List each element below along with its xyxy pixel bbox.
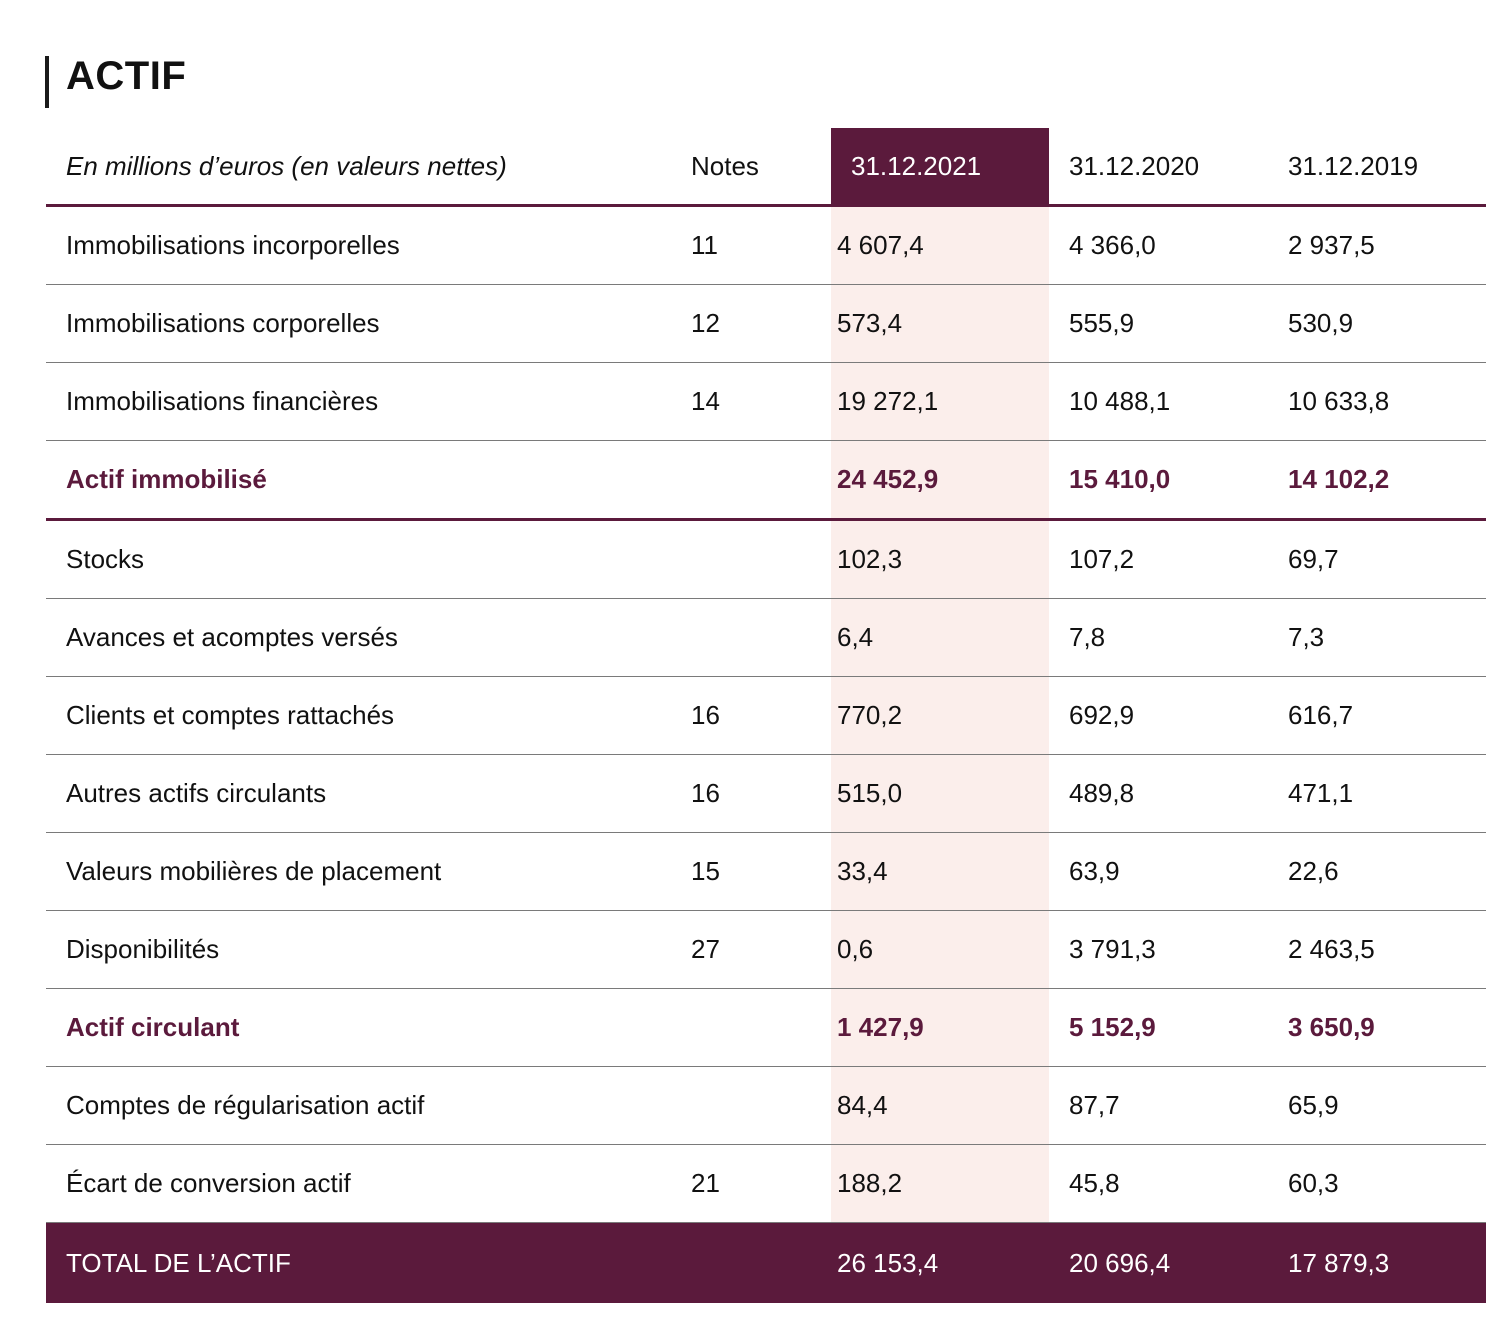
- table-row: Comptes de régularisation actif 84,4 87,…: [46, 1066, 1486, 1145]
- row-label: Écart de conversion actif: [46, 1144, 691, 1223]
- row-value-2020: 87,7: [1049, 1066, 1268, 1145]
- row-value-2020: 10 488,1: [1049, 362, 1268, 441]
- row-notes: [691, 598, 831, 677]
- table-row: Écart de conversion actif 21 188,2 45,8 …: [46, 1144, 1486, 1223]
- table-row: Autres actifs circulants 16 515,0 489,8 …: [46, 754, 1486, 833]
- row-value-2019: 60,3: [1268, 1144, 1486, 1223]
- row-value-2021: 573,4: [831, 284, 1049, 363]
- row-value-2019: 530,9: [1268, 284, 1486, 363]
- row-notes: 21: [691, 1144, 831, 1223]
- row-value-2021: 770,2: [831, 676, 1049, 755]
- header-unit-label: En millions d’euros (en valeurs nettes): [46, 128, 691, 207]
- row-value-2020: 7,8: [1049, 598, 1268, 677]
- row-label: Valeurs mobilières de placement: [46, 832, 691, 911]
- row-notes: 16: [691, 676, 831, 755]
- row-value-2020: 45,8: [1049, 1144, 1268, 1223]
- row-value-2020: 489,8: [1049, 754, 1268, 833]
- row-value-2019: 7,3: [1268, 598, 1486, 677]
- row-label: Autres actifs circulants: [46, 754, 691, 833]
- row-value-2021: 4 607,4: [831, 205, 1049, 285]
- row-label: Comptes de régularisation actif: [46, 1066, 691, 1145]
- row-label: Stocks: [46, 519, 691, 599]
- table-row: Immobilisations corporelles 12 573,4 555…: [46, 284, 1486, 363]
- row-label: Actif circulant: [46, 988, 691, 1067]
- row-value-2021: 19 272,1: [831, 362, 1049, 441]
- row-value-2020: 15 410,0: [1049, 440, 1268, 521]
- row-value-2019: 616,7: [1268, 676, 1486, 755]
- row-label: Immobilisations incorporelles: [46, 205, 691, 285]
- row-label: Avances et acomptes versés: [46, 598, 691, 677]
- page-title: ACTIF: [66, 54, 187, 98]
- row-value-2020: 107,2: [1049, 519, 1268, 599]
- row-value-2021: 6,4: [831, 598, 1049, 677]
- row-value-2021: 515,0: [831, 754, 1049, 833]
- row-label: Immobilisations corporelles: [46, 284, 691, 363]
- row-value-2019: 10 633,8: [1268, 362, 1486, 441]
- table-row: Disponibilités 27 0,6 3 791,3 2 463,5: [46, 910, 1486, 989]
- header-year-2020: 31.12.2020: [1049, 128, 1268, 207]
- title-accent-bar: [45, 56, 49, 108]
- row-value-2021: 1 427,9: [831, 988, 1049, 1067]
- total-row: TOTAL DE L’ACTIF 26 153,4 20 696,4 17 87…: [46, 1222, 1486, 1303]
- row-value-2019: 65,9: [1268, 1066, 1486, 1145]
- table-row: Immobilisations incorporelles 11 4 607,4…: [46, 205, 1486, 285]
- row-value-2019: 22,6: [1268, 832, 1486, 911]
- row-value-2021: 33,4: [831, 832, 1049, 911]
- row-notes: 27: [691, 910, 831, 989]
- row-value-2021: 0,6: [831, 910, 1049, 989]
- row-label: Actif immobilisé: [46, 440, 691, 521]
- row-label: Disponibilités: [46, 910, 691, 989]
- row-value-2019: 2 937,5: [1268, 205, 1486, 285]
- row-notes: [691, 440, 831, 521]
- row-label: Clients et comptes rattachés: [46, 676, 691, 755]
- row-label: TOTAL DE L’ACTIF: [46, 1222, 691, 1303]
- header-year-2019: 31.12.2019: [1268, 128, 1486, 207]
- row-value-2020: 4 366,0: [1049, 205, 1268, 285]
- table-row: Avances et acomptes versés 6,4 7,8 7,3: [46, 598, 1486, 677]
- subtotal-row: Actif immobilisé 24 452,9 15 410,0 14 10…: [46, 440, 1486, 521]
- row-notes: 16: [691, 754, 831, 833]
- row-notes: 15: [691, 832, 831, 911]
- row-value-2020: 3 791,3: [1049, 910, 1268, 989]
- subtotal-row: Actif circulant 1 427,9 5 152,9 3 650,9: [46, 988, 1486, 1067]
- row-value-2019: 2 463,5: [1268, 910, 1486, 989]
- row-value-2021: 24 452,9: [831, 440, 1049, 521]
- row-value-2021: 26 153,4: [831, 1222, 1049, 1303]
- row-notes: [691, 1066, 831, 1145]
- table-row: Valeurs mobilières de placement 15 33,4 …: [46, 832, 1486, 911]
- row-value-2019: 3 650,9: [1268, 988, 1486, 1067]
- balance-sheet-table: En millions d’euros (en valeurs nettes) …: [46, 128, 1486, 1303]
- row-value-2019: 471,1: [1268, 754, 1486, 833]
- row-label: Immobilisations financières: [46, 362, 691, 441]
- row-notes: [691, 519, 831, 599]
- header-year-2021: 31.12.2021: [831, 128, 1049, 207]
- table-row: Immobilisations financières 14 19 272,1 …: [46, 362, 1486, 441]
- row-notes: [691, 1222, 831, 1303]
- row-value-2020: 555,9: [1049, 284, 1268, 363]
- row-value-2019: 69,7: [1268, 519, 1486, 599]
- table-row: Stocks 102,3 107,2 69,7: [46, 519, 1486, 599]
- table-row: Clients et comptes rattachés 16 770,2 69…: [46, 676, 1486, 755]
- row-value-2020: 20 696,4: [1049, 1222, 1268, 1303]
- row-notes: 14: [691, 362, 831, 441]
- row-value-2021: 102,3: [831, 519, 1049, 599]
- row-notes: 12: [691, 284, 831, 363]
- row-notes: 11: [691, 205, 831, 285]
- row-value-2019: 17 879,3: [1268, 1222, 1486, 1303]
- row-value-2021: 84,4: [831, 1066, 1049, 1145]
- header-notes: Notes: [691, 128, 831, 207]
- row-value-2020: 63,9: [1049, 832, 1268, 911]
- row-value-2021: 188,2: [831, 1144, 1049, 1223]
- row-notes: [691, 988, 831, 1067]
- row-value-2020: 692,9: [1049, 676, 1268, 755]
- table-header-row: En millions d’euros (en valeurs nettes) …: [46, 128, 1486, 207]
- row-value-2020: 5 152,9: [1049, 988, 1268, 1067]
- row-value-2019: 14 102,2: [1268, 440, 1486, 521]
